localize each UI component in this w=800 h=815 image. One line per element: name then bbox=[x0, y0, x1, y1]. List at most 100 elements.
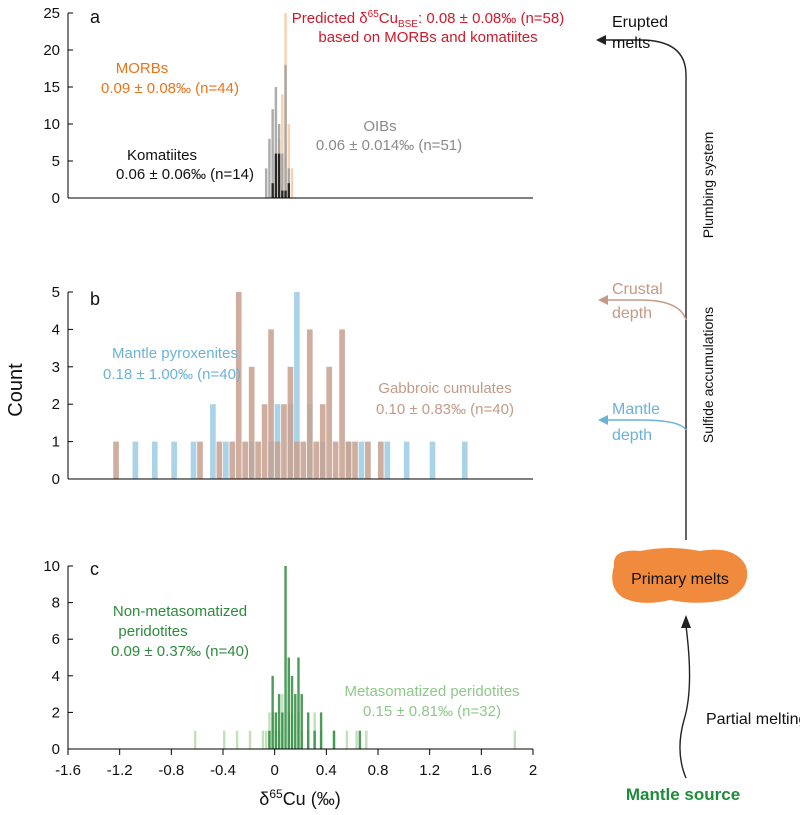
bar-gabbroic-cumulates bbox=[242, 441, 249, 479]
bar-metasomatized-peridotites bbox=[223, 730, 226, 749]
bar-gabbroic-cumulates bbox=[313, 441, 320, 479]
panel-c-label: c bbox=[90, 559, 99, 579]
panel-c: 0 2 4 6 8 10 -1.6 -1.2 -0.8 -0.4 0 0.4 0.8 1.2 1.6 2 c… bbox=[43, 558, 537, 809]
bar-gabbroic-cumulates bbox=[352, 441, 358, 479]
bar-non-metasomatized-peridotites bbox=[332, 730, 336, 749]
bar-gabbroic-cumulates bbox=[294, 441, 300, 479]
y-tick-label: 1 bbox=[52, 434, 60, 451]
y-tick-label: 8 bbox=[52, 595, 60, 612]
y-tick-label: 0 bbox=[52, 741, 60, 758]
bar-komatiites bbox=[274, 153, 278, 198]
bar-non-metasomatized-peridotites bbox=[287, 657, 291, 749]
bar-gabbroic-cumulates bbox=[113, 441, 119, 479]
partial-melting-label: Partial melting bbox=[706, 711, 800, 728]
meta-stats: 0.15 ± 0.81‰ (n=32) bbox=[363, 703, 501, 720]
bar-komatiites bbox=[287, 183, 291, 198]
panel-b-bars bbox=[113, 292, 468, 479]
bar-oibs bbox=[271, 109, 274, 198]
bar-metasomatized-peridotites bbox=[193, 730, 197, 749]
bar-non-metasomatized-peridotites bbox=[268, 730, 271, 749]
process-diagram: Erupted melts Plumbing system Crustal de… bbox=[596, 14, 800, 804]
bar-non-metasomatized-peridotites bbox=[358, 730, 362, 749]
erupted-arrowhead bbox=[596, 35, 606, 45]
y-tick-label: 4 bbox=[52, 668, 60, 685]
morb-stats: 0.09 ± 0.08‰ (n=44) bbox=[101, 80, 239, 97]
crustal-branch bbox=[606, 299, 687, 321]
bar-komatiites bbox=[281, 190, 284, 198]
y-tick-label: 2 bbox=[52, 396, 60, 413]
x-axis-label: δ65Cu (‰) bbox=[259, 787, 340, 809]
panel-b-label: b bbox=[90, 289, 100, 309]
bar-non-metasomatized-peridotites bbox=[271, 675, 274, 749]
bar-gabbroic-cumulates bbox=[300, 441, 307, 479]
bar-mantle-pyroxenites bbox=[429, 441, 436, 479]
bar-mantle-pyroxenites bbox=[223, 441, 229, 479]
bar-morbs bbox=[290, 168, 294, 198]
panel-a-yticks: 0 5 10 15 20 25 bbox=[43, 5, 73, 207]
y-tick-label: 6 bbox=[52, 631, 60, 648]
bar-gabbroic-cumulates bbox=[255, 441, 261, 479]
bar-gabbroic-cumulates bbox=[261, 404, 268, 479]
bar-gabbroic-cumulates bbox=[345, 441, 352, 479]
y-tick-label: 20 bbox=[43, 42, 60, 59]
mantle-source-label: Mantle source bbox=[626, 785, 740, 804]
y-tick-label: 25 bbox=[43, 5, 60, 22]
bar-mantle-pyroxenites bbox=[171, 441, 177, 479]
bar-mantle-pyroxenites bbox=[294, 292, 300, 479]
panel-b-yticks: 0 1 2 3 4 5 bbox=[52, 284, 73, 488]
predicted-bse-basis: based on MORBs and komatiites bbox=[318, 29, 537, 46]
bar-gabbroic-cumulates bbox=[274, 441, 281, 479]
nonmeta-stats: 0.09 ± 0.37‰ (n=40) bbox=[111, 643, 249, 660]
bar-non-metasomatized-peridotites bbox=[284, 566, 287, 749]
x-tick-label: 0 bbox=[270, 762, 278, 779]
crustal-label-2: depth bbox=[612, 305, 652, 322]
x-tick-label: -0.4 bbox=[210, 762, 236, 779]
bar-gabbroic-cumulates bbox=[281, 404, 287, 479]
bar-metasomatized-peridotites bbox=[264, 730, 268, 749]
bar-non-metasomatized-peridotites bbox=[306, 712, 310, 749]
oib-stats: 0.06 ± 0.014‰ (n=51) bbox=[316, 137, 462, 154]
crustal-arrowhead bbox=[598, 295, 608, 305]
y-tick-label: 10 bbox=[43, 558, 60, 575]
bar-non-metasomatized-peridotites bbox=[290, 675, 294, 749]
bar-non-metasomatized-peridotites bbox=[274, 712, 278, 749]
bar-metasomatized-peridotites bbox=[235, 730, 239, 749]
bar-metasomatized-peridotites bbox=[355, 730, 358, 749]
sulfide-label: Sulfide accumulations bbox=[700, 307, 716, 443]
panel-a: 0 5 10 15 20 25 a Predicted δ65CuBSE: 0.08 ± … bbox=[43, 5, 564, 207]
bar-non-metasomatized-peridotites bbox=[294, 694, 297, 749]
y-tick-label: 2 bbox=[52, 704, 60, 721]
bar-non-metasomatized-peridotites bbox=[297, 657, 300, 749]
y-tick-label: 5 bbox=[52, 284, 60, 301]
erupted-label-2: melts bbox=[612, 35, 650, 52]
y-tick-label: 0 bbox=[52, 471, 60, 488]
bar-non-metasomatized-peridotites bbox=[300, 694, 303, 749]
meta-label: Metasomatized peridotites bbox=[344, 683, 519, 700]
bar-gabbroic-cumulates bbox=[216, 441, 223, 479]
bar-metasomatized-peridotites bbox=[248, 730, 252, 749]
bar-oibs bbox=[284, 64, 287, 198]
predicted-bse-title: Predicted δ65CuBSE: 0.08 ± 0.08‰ (n=58) bbox=[292, 9, 564, 30]
panel-c-yticks: 0 2 4 6 8 10 bbox=[43, 558, 73, 758]
panel-a-bars bbox=[264, 13, 294, 198]
bar-gabbroic-cumulates bbox=[339, 329, 345, 479]
oib-label: OIBs bbox=[363, 118, 396, 135]
gabbro-stats: 0.10 ± 0.83‰ (n=40) bbox=[376, 401, 514, 418]
morb-label: MORBs bbox=[116, 60, 169, 77]
x-tick-label: -1.6 bbox=[55, 762, 81, 779]
bar-gabbroic-cumulates bbox=[287, 366, 294, 479]
nonmeta-label-2: peridotites bbox=[118, 623, 187, 640]
bar-gabbroic-cumulates bbox=[268, 329, 274, 479]
komatiite-label: Komatiites bbox=[127, 147, 197, 164]
bar-komatiites bbox=[277, 153, 281, 198]
x-tick-label: -1.2 bbox=[107, 762, 133, 779]
gabbro-label: Gabbroic cumulates bbox=[378, 380, 511, 397]
bar-gabbroic-cumulates bbox=[235, 292, 242, 479]
crustal-label-1: Crustal bbox=[612, 281, 663, 298]
bar-mantle-pyroxenites bbox=[190, 441, 197, 479]
erupted-label-1: Erupted bbox=[612, 14, 668, 31]
panel-b: 0 1 2 3 4 5 b Mantle pyroxenites 0.18 ± 1.00‰… bbox=[52, 284, 533, 488]
bar-gabbroic-cumulates bbox=[197, 441, 203, 479]
plumbing-line bbox=[604, 39, 687, 540]
bar-gabbroic-cumulates bbox=[365, 441, 371, 479]
